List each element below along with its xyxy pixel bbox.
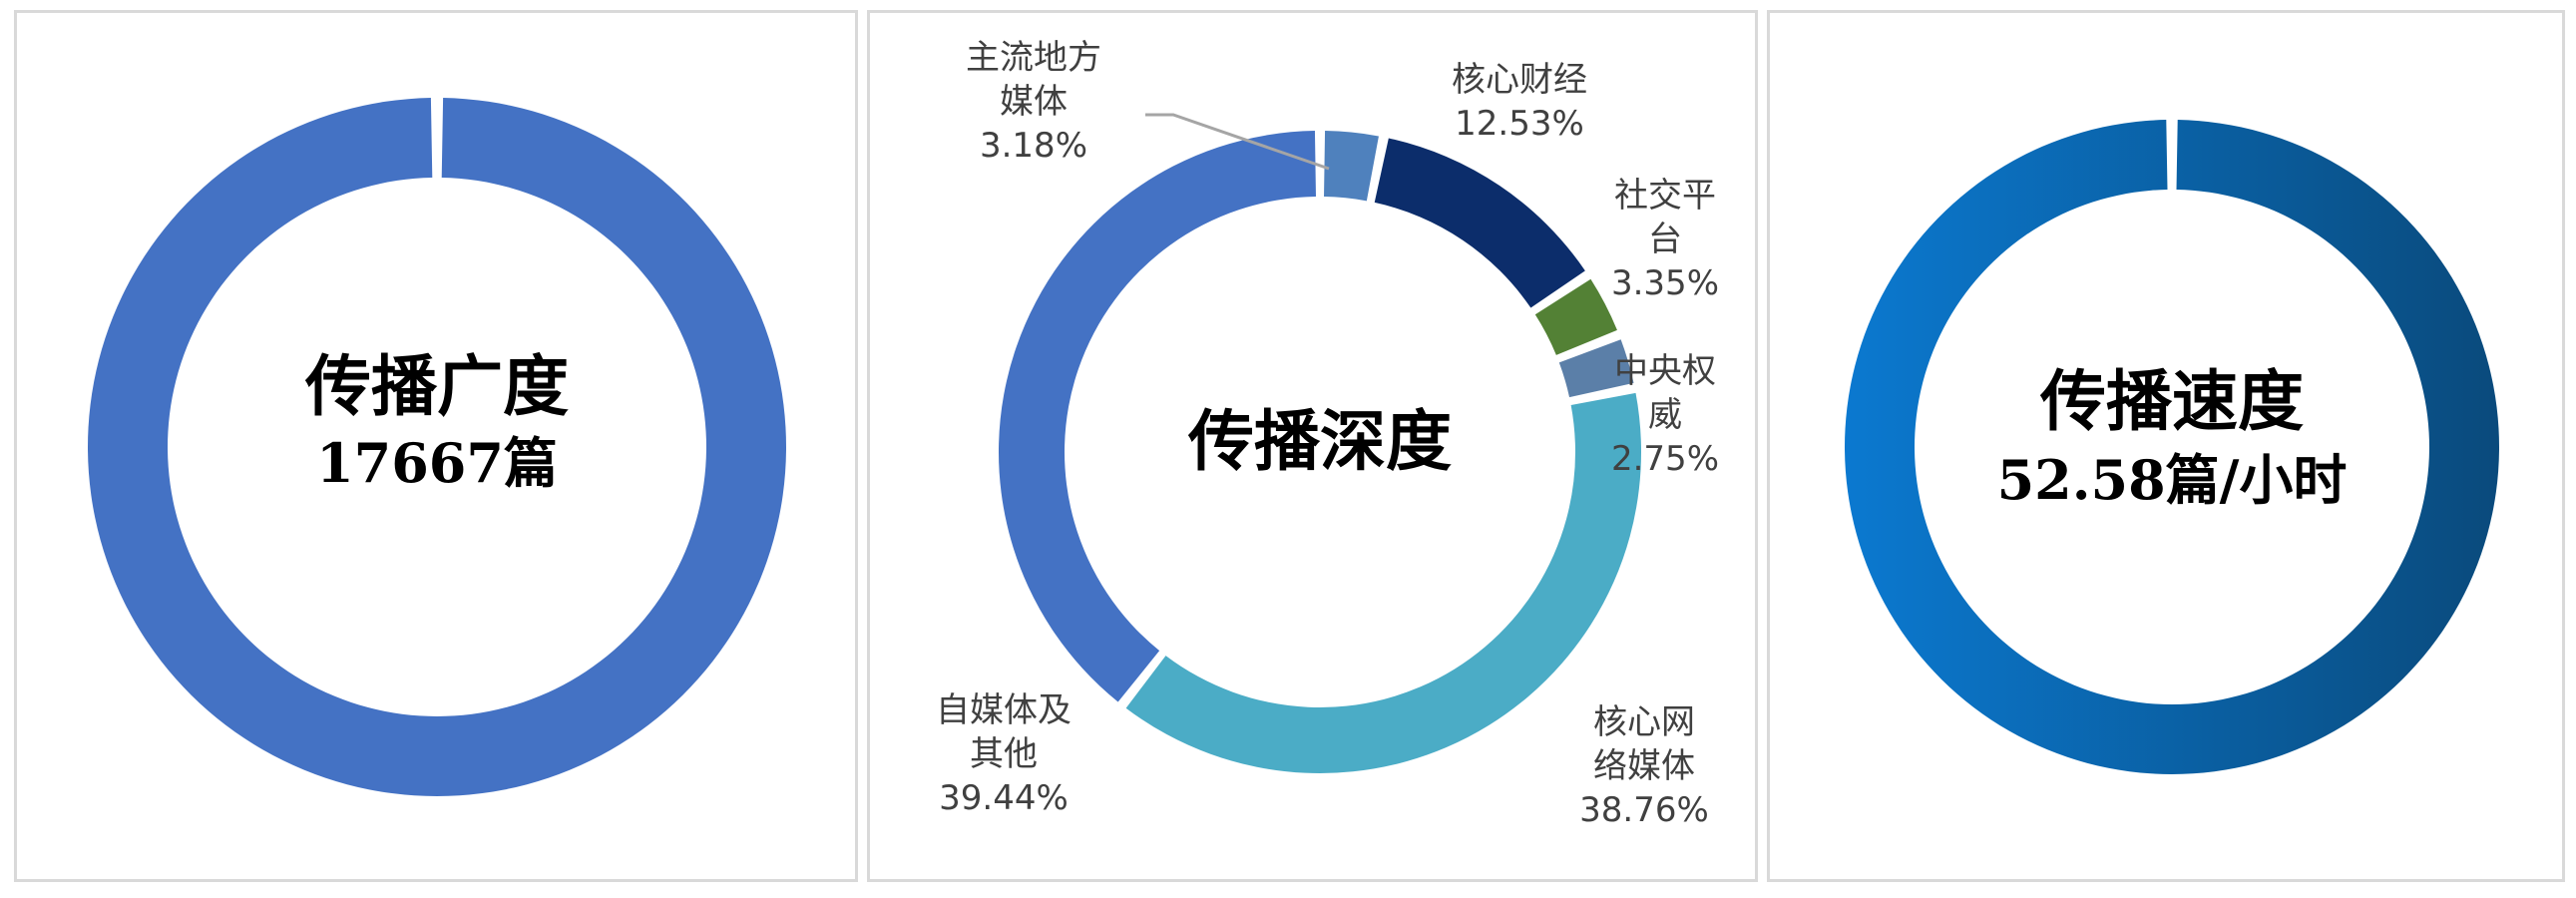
slice-finance [1374,138,1585,308]
breadth-title: 传播广度 [304,347,569,425]
slice-social [1534,278,1617,355]
breadth-donut-chart: 传播广度 17667篇 [88,98,786,797]
slice-local-media [1324,131,1379,202]
slice-self-media [998,131,1316,702]
label-finance: 核心财经 12.53% [1452,60,1587,144]
depth-donut-chart: 主流地方媒体 3.18% 核心财经 12.53% 社交平台 3.35% 中央权威 2.75% 核… [936,38,1719,830]
breadth-value: 17667篇 [316,431,558,495]
leader-line [1145,113,1330,171]
speed-value: 52.58篇/小时 [1997,448,2348,512]
breadth-panel: 传播广度 17667篇 [14,10,858,882]
speed-title: 传播速度 [2039,362,2304,440]
label-social: 社交平台 3.35% [1611,176,1719,303]
depth-labels: 主流地方媒体 3.18% 核心财经 12.53% 社交平台 3.35% 中央权威 2.75% 核… [936,38,1719,830]
label-self-media: 自媒体及其他 39.44% [936,690,1072,818]
label-core-network: 核心网络媒体 38.76% [1579,702,1709,830]
depth-panel: 主流地方媒体 3.18% 核心财经 12.53% 社交平台 3.35% 中央权威 2.75% 核… [867,10,1758,882]
depth-title: 传播深度 [1187,402,1452,480]
label-central: 中央权威 2.75% [1611,351,1719,479]
slice-central [1558,339,1634,398]
label-local-media: 主流地方媒体 3.18% [966,38,1101,166]
speed-panel: 传播速度 52.58篇/小时 [1767,10,2565,882]
speed-donut-chart: 传播速度 52.58篇/小时 [1845,120,2499,775]
slice-core-network [1125,392,1641,774]
depth-slices [998,131,1641,774]
